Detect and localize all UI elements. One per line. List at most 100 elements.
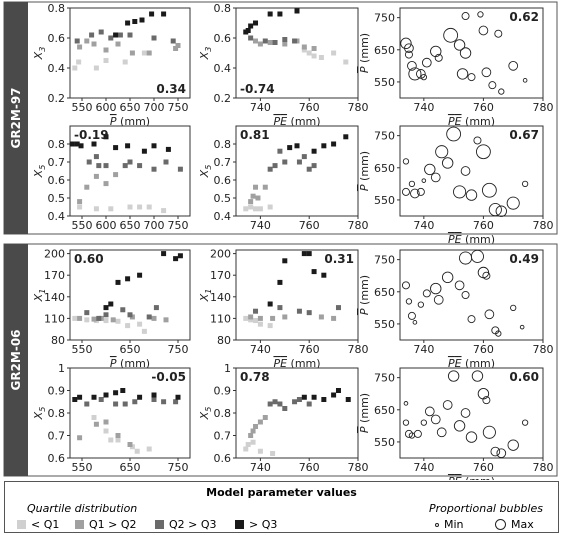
x-axis-label: P (mm) — [110, 357, 150, 370]
data-point — [77, 315, 83, 321]
y-axis-label-base: X — [198, 411, 211, 420]
bubble-point — [433, 294, 444, 305]
y-tick-label: 0.7 — [214, 430, 232, 443]
x-axis-label-text: PE (mm) — [273, 357, 320, 370]
data-point — [86, 159, 92, 165]
bubble-point — [484, 309, 495, 320]
data-point — [115, 318, 121, 324]
x-tick-label: 780 — [533, 461, 554, 474]
bubble-point — [482, 425, 496, 439]
data-point — [98, 397, 104, 402]
x-axis-label: PE (mm) — [448, 233, 495, 246]
data-point — [146, 50, 152, 56]
y-axis-label-text: X1 — [32, 289, 47, 303]
data-point — [77, 394, 83, 400]
y-axis-label-sub: 5 — [204, 165, 213, 170]
data-point — [127, 204, 133, 210]
y-axis-label: X5 — [32, 165, 47, 179]
data-point — [282, 406, 288, 411]
bubble-point — [478, 25, 489, 36]
data-point — [250, 439, 256, 445]
bubble-point — [467, 315, 476, 324]
data-point — [253, 38, 259, 44]
data-point — [282, 258, 288, 264]
correlation-label: -0.74 — [240, 82, 275, 96]
data-point — [306, 251, 312, 257]
x-tick-label: 760 — [299, 343, 320, 356]
data-point — [253, 424, 259, 429]
data-point — [161, 11, 167, 17]
data-point — [72, 65, 78, 71]
data-point — [173, 46, 179, 51]
x-axis-label-symbol: E — [280, 357, 287, 370]
data-point — [272, 40, 278, 45]
y-tick-label: 550 — [374, 194, 395, 207]
x-axis-label-text: P (mm) — [110, 357, 150, 370]
y-tick-label: 0.6 — [48, 174, 66, 187]
data-point — [132, 19, 138, 24]
y-axis-label-symbol: P — [358, 426, 371, 433]
data-point — [84, 38, 90, 44]
y-axis-label: P (mm) — [358, 275, 371, 315]
data-point — [115, 279, 121, 285]
bubble-point — [519, 324, 525, 330]
data-point — [177, 166, 183, 172]
bubble-point — [495, 330, 502, 337]
data-point — [161, 251, 167, 257]
legend-item-q1: < Q1 — [17, 518, 59, 531]
data-point — [248, 433, 254, 438]
y-tick-label: 0.6 — [214, 452, 232, 465]
bubble-point — [421, 178, 427, 183]
group-band — [4, 244, 28, 476]
y-axis-label-base: X — [32, 51, 45, 60]
y-tick-label: 0.4 — [214, 62, 232, 75]
y-axis-label-symbol: P — [358, 308, 371, 315]
data-point — [253, 206, 259, 212]
y-tick-label: 0.6 — [48, 452, 66, 465]
bubble-point — [460, 166, 471, 176]
data-point — [110, 317, 116, 323]
data-point — [294, 143, 300, 149]
x-axis-label-symbol: P — [110, 115, 117, 128]
bubble-point — [522, 78, 528, 83]
data-point — [170, 38, 176, 44]
y-tick-label: 650 — [374, 286, 395, 299]
x-tick-label: 700 — [144, 219, 165, 232]
bubble-point — [453, 39, 466, 51]
data-point — [113, 145, 119, 151]
y-axis-label-sub: 3 — [38, 47, 47, 52]
x-axis-label-symbol: E — [455, 357, 462, 370]
legend-item-bubble-max: Max — [495, 518, 534, 531]
y-axis-label-text: X5 — [32, 165, 47, 179]
data-point — [103, 305, 109, 311]
y-axis-label-unit: (mm) — [358, 33, 371, 67]
data-point — [93, 421, 99, 427]
y-axis-label: X1 — [198, 289, 213, 303]
bubble-point — [404, 429, 413, 438]
data-point — [272, 399, 278, 405]
x-tick-label: 740 — [413, 461, 434, 474]
data-point — [91, 41, 97, 47]
bubble-point — [467, 73, 476, 82]
data-point — [125, 323, 131, 329]
data-point — [125, 143, 131, 149]
x-axis-label-text: PE (mm) — [448, 475, 495, 480]
data-point — [253, 20, 259, 26]
bubble-max-icon — [495, 519, 506, 530]
data-point — [122, 59, 128, 65]
x-axis-label: PE (mm) — [448, 357, 495, 370]
legend-item-bubble-min: Min — [435, 518, 464, 531]
correlation-label: -0.19 — [74, 128, 109, 142]
data-point — [115, 41, 121, 47]
y-tick-label: 0.8 — [48, 407, 66, 420]
data-point — [89, 32, 95, 38]
y-tick-label: 0.2 — [214, 92, 232, 105]
bubble-point — [482, 271, 491, 280]
x-tick-label: 780 — [533, 343, 554, 356]
data-point — [151, 397, 157, 402]
data-point — [113, 32, 119, 38]
x-axis-label-unit: (mm) — [117, 357, 151, 370]
data-point — [108, 35, 114, 41]
y-tick-label: 750 — [374, 254, 395, 267]
data-point — [311, 148, 317, 154]
